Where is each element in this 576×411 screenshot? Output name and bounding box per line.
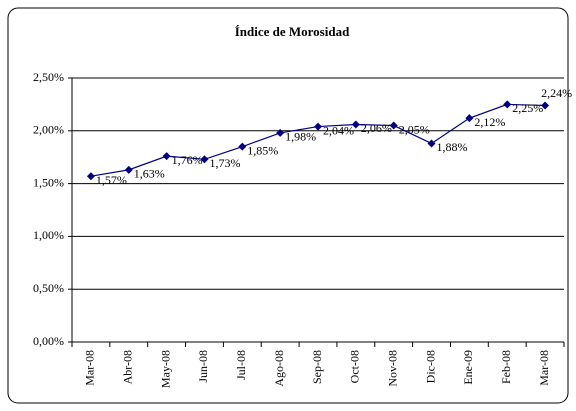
- y-tick-label: 1,50%: [33, 175, 64, 189]
- y-tick-label: 2,00%: [33, 123, 64, 137]
- x-tick-label: Jun-08: [196, 350, 210, 383]
- data-label: 1,57%: [96, 173, 127, 187]
- y-tick-label: 2,50%: [33, 70, 64, 84]
- x-tick-label: Dic-08: [423, 350, 437, 383]
- data-label: 1,73%: [209, 156, 240, 170]
- data-label: 1,63%: [134, 167, 165, 181]
- data-label: 1,98%: [285, 130, 316, 144]
- marker: [541, 101, 550, 110]
- y-tick-label: 0,50%: [33, 281, 64, 295]
- marker: [162, 152, 171, 161]
- marker: [238, 142, 247, 151]
- marker: [503, 100, 512, 109]
- x-tick-label: Mar-08: [537, 350, 551, 386]
- marker: [465, 114, 474, 123]
- x-tick-label: Abr-08: [121, 350, 135, 384]
- data-label: 1,88%: [437, 140, 468, 154]
- marker: [351, 120, 360, 129]
- y-tick-label: 1,00%: [33, 228, 64, 242]
- x-tick-label: Feb-08: [499, 350, 513, 384]
- x-tick-label: Ago-08: [272, 350, 286, 387]
- data-label: 1,76%: [172, 153, 203, 167]
- x-tick-label: Oct-08: [348, 350, 362, 383]
- marker: [314, 122, 322, 131]
- data-label: 2,24%: [541, 86, 572, 100]
- data-label: 1,85%: [247, 143, 278, 157]
- x-tick-label: May-08: [158, 350, 172, 388]
- marker: [86, 172, 95, 181]
- data-label: 2,25%: [512, 101, 543, 115]
- marker: [427, 139, 436, 148]
- x-tick-label: Mar-08: [83, 350, 97, 386]
- x-tick-label: Sep-08: [310, 350, 324, 384]
- data-label: 2,12%: [474, 115, 505, 129]
- data-label: 2,06%: [361, 121, 392, 135]
- marker: [389, 121, 398, 130]
- x-tick-label: Nov-08: [385, 350, 399, 387]
- data-label: 2,05%: [399, 122, 430, 136]
- chart-frame: [7, 7, 569, 404]
- marker: [200, 155, 209, 164]
- x-tick-label: Ene-09: [461, 350, 475, 385]
- chart-title: Índice de Morosidad: [235, 24, 350, 39]
- marker: [276, 128, 285, 137]
- data-label: 2,04%: [323, 123, 354, 137]
- marker: [124, 165, 133, 174]
- x-tick-label: Jul-08: [234, 350, 248, 380]
- y-tick-label: 0,00%: [33, 334, 64, 348]
